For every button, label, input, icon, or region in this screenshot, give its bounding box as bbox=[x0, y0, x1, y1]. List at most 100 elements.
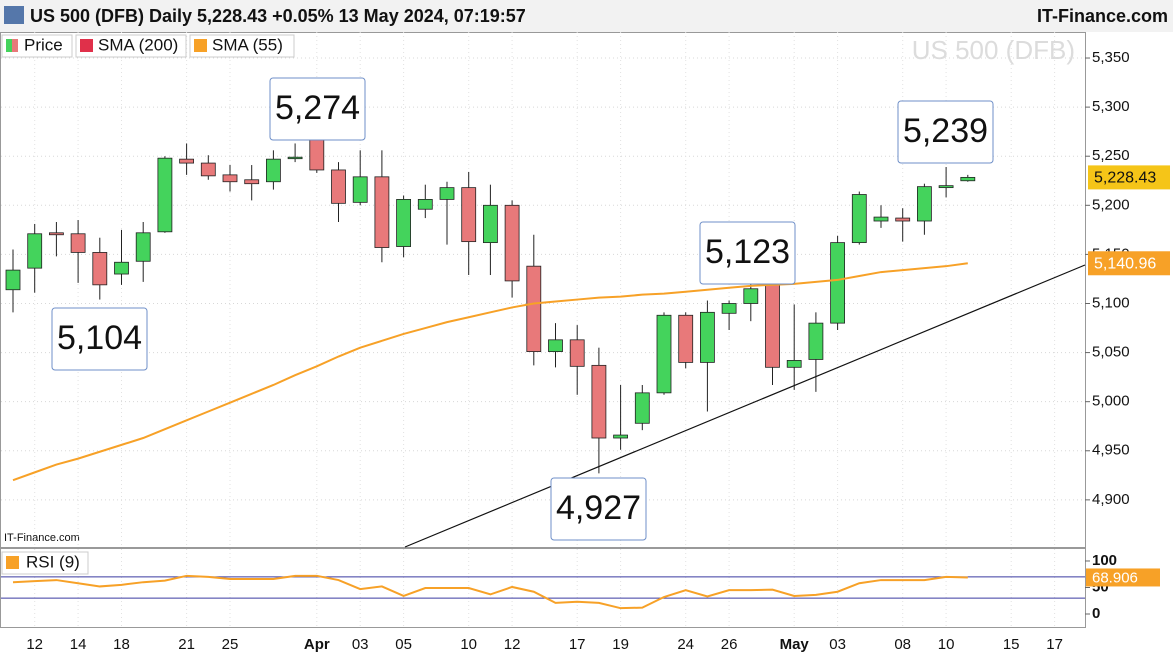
annotation-label: 5,123 bbox=[705, 233, 790, 271]
x-tick-label: 24 bbox=[677, 636, 694, 653]
watermark: US 500 (DFB) bbox=[912, 35, 1075, 65]
candle-body bbox=[960, 176, 976, 182]
trend-line bbox=[404, 264, 1086, 548]
candle-body bbox=[222, 174, 238, 183]
price-label: 5,228.43 bbox=[1094, 170, 1156, 187]
sma-label-box bbox=[1088, 251, 1170, 276]
candle-body bbox=[591, 364, 607, 439]
candle-body bbox=[309, 135, 325, 171]
candle-body bbox=[374, 176, 390, 248]
annotation-box bbox=[51, 307, 148, 371]
candle-body bbox=[526, 265, 542, 353]
y-tick-label: 4,950 bbox=[1092, 442, 1130, 459]
x-tick-label: 03 bbox=[352, 636, 369, 653]
rsi-label: 68.906 bbox=[1092, 569, 1138, 586]
y-tick-label: 5,250 bbox=[1092, 147, 1130, 164]
header-bar bbox=[0, 0, 1173, 32]
candle-body bbox=[417, 199, 433, 210]
y-tick-label: 5,200 bbox=[1092, 196, 1130, 213]
candle-body bbox=[70, 233, 86, 253]
rsi-tick-label: 0 bbox=[1092, 605, 1100, 622]
legend-label: SMA (200) bbox=[98, 35, 178, 54]
candle-body bbox=[808, 322, 824, 360]
x-tick-label: 26 bbox=[721, 636, 738, 653]
annotation-box bbox=[269, 77, 366, 141]
candle-body bbox=[569, 339, 585, 367]
x-tick-label: 10 bbox=[938, 636, 955, 653]
legend-swatch bbox=[12, 39, 18, 52]
candle-body bbox=[49, 232, 64, 236]
annotation-box bbox=[550, 477, 647, 541]
candle-body bbox=[504, 204, 520, 282]
x-tick-label: 08 bbox=[894, 636, 911, 653]
candle-body bbox=[179, 158, 195, 164]
rsi-label-box bbox=[1086, 568, 1160, 587]
candle-body bbox=[92, 252, 108, 286]
candle-body bbox=[786, 360, 802, 368]
legend-swatch bbox=[194, 39, 207, 52]
candle-body bbox=[352, 176, 368, 203]
y-tick-label: 5,300 bbox=[1092, 98, 1130, 115]
candle-body bbox=[743, 288, 759, 304]
legend-swatch bbox=[80, 39, 93, 52]
candle-body bbox=[200, 162, 216, 177]
y-tick-label: 5,100 bbox=[1092, 294, 1130, 311]
candle-body bbox=[548, 339, 563, 353]
candle-body bbox=[482, 204, 498, 244]
candle-body bbox=[331, 169, 346, 204]
app-icon bbox=[4, 6, 24, 24]
x-tick-label: 18 bbox=[113, 636, 130, 653]
brand: IT-Finance.com bbox=[1037, 6, 1168, 26]
candle-body bbox=[656, 314, 672, 394]
candle-body bbox=[613, 434, 628, 439]
x-tick-label: 25 bbox=[222, 636, 239, 653]
rsi-line bbox=[12, 574, 968, 610]
candle-body bbox=[634, 392, 650, 424]
price-label-box bbox=[1088, 165, 1170, 190]
candle-body bbox=[27, 233, 43, 269]
rsi-panel bbox=[0, 548, 1086, 628]
source-label: IT-Finance.com bbox=[4, 532, 80, 544]
candle-body bbox=[114, 261, 129, 275]
annotation-label: 4,927 bbox=[556, 489, 641, 527]
candle-body bbox=[830, 242, 845, 324]
candle-body bbox=[895, 217, 911, 222]
annotation-label: 5,239 bbox=[903, 112, 988, 150]
legend-box bbox=[1, 34, 73, 58]
main-panel bbox=[0, 32, 1086, 548]
candle-body bbox=[700, 311, 715, 363]
x-tick-label: 12 bbox=[504, 636, 521, 653]
candle-body bbox=[439, 187, 455, 200]
candle-body bbox=[135, 232, 151, 262]
candle-body bbox=[265, 158, 281, 183]
legend-label: Price bbox=[24, 35, 63, 54]
candle-body bbox=[851, 194, 867, 244]
y-tick-label: 4,900 bbox=[1092, 491, 1130, 508]
legend-label: RSI (9) bbox=[26, 552, 80, 571]
x-tick-label: 03 bbox=[829, 636, 846, 653]
x-tick-label: 15 bbox=[1003, 636, 1020, 653]
sma-line bbox=[12, 262, 968, 482]
candle-body bbox=[938, 185, 954, 189]
x-tick-label: May bbox=[780, 636, 810, 653]
legend-swatch bbox=[6, 556, 19, 569]
x-tick-label: 17 bbox=[1046, 636, 1063, 653]
annotation-box bbox=[699, 221, 796, 285]
candle-body bbox=[287, 156, 303, 160]
candle-body bbox=[917, 186, 932, 222]
rsi-tick-label: 100 bbox=[1092, 552, 1117, 569]
candle-body bbox=[5, 269, 21, 291]
legend-box bbox=[75, 34, 187, 58]
x-tick-label: 10 bbox=[460, 636, 477, 653]
x-tick-label: Apr bbox=[304, 636, 330, 653]
legend-label: SMA (55) bbox=[212, 35, 283, 54]
annotation-label: 5,104 bbox=[57, 319, 142, 357]
x-tick-label: 12 bbox=[26, 636, 43, 653]
candle-body bbox=[396, 199, 412, 247]
candle-body bbox=[721, 303, 737, 314]
legend-box bbox=[189, 34, 295, 58]
legend-swatch bbox=[6, 39, 12, 52]
x-tick-label: 21 bbox=[178, 636, 195, 653]
